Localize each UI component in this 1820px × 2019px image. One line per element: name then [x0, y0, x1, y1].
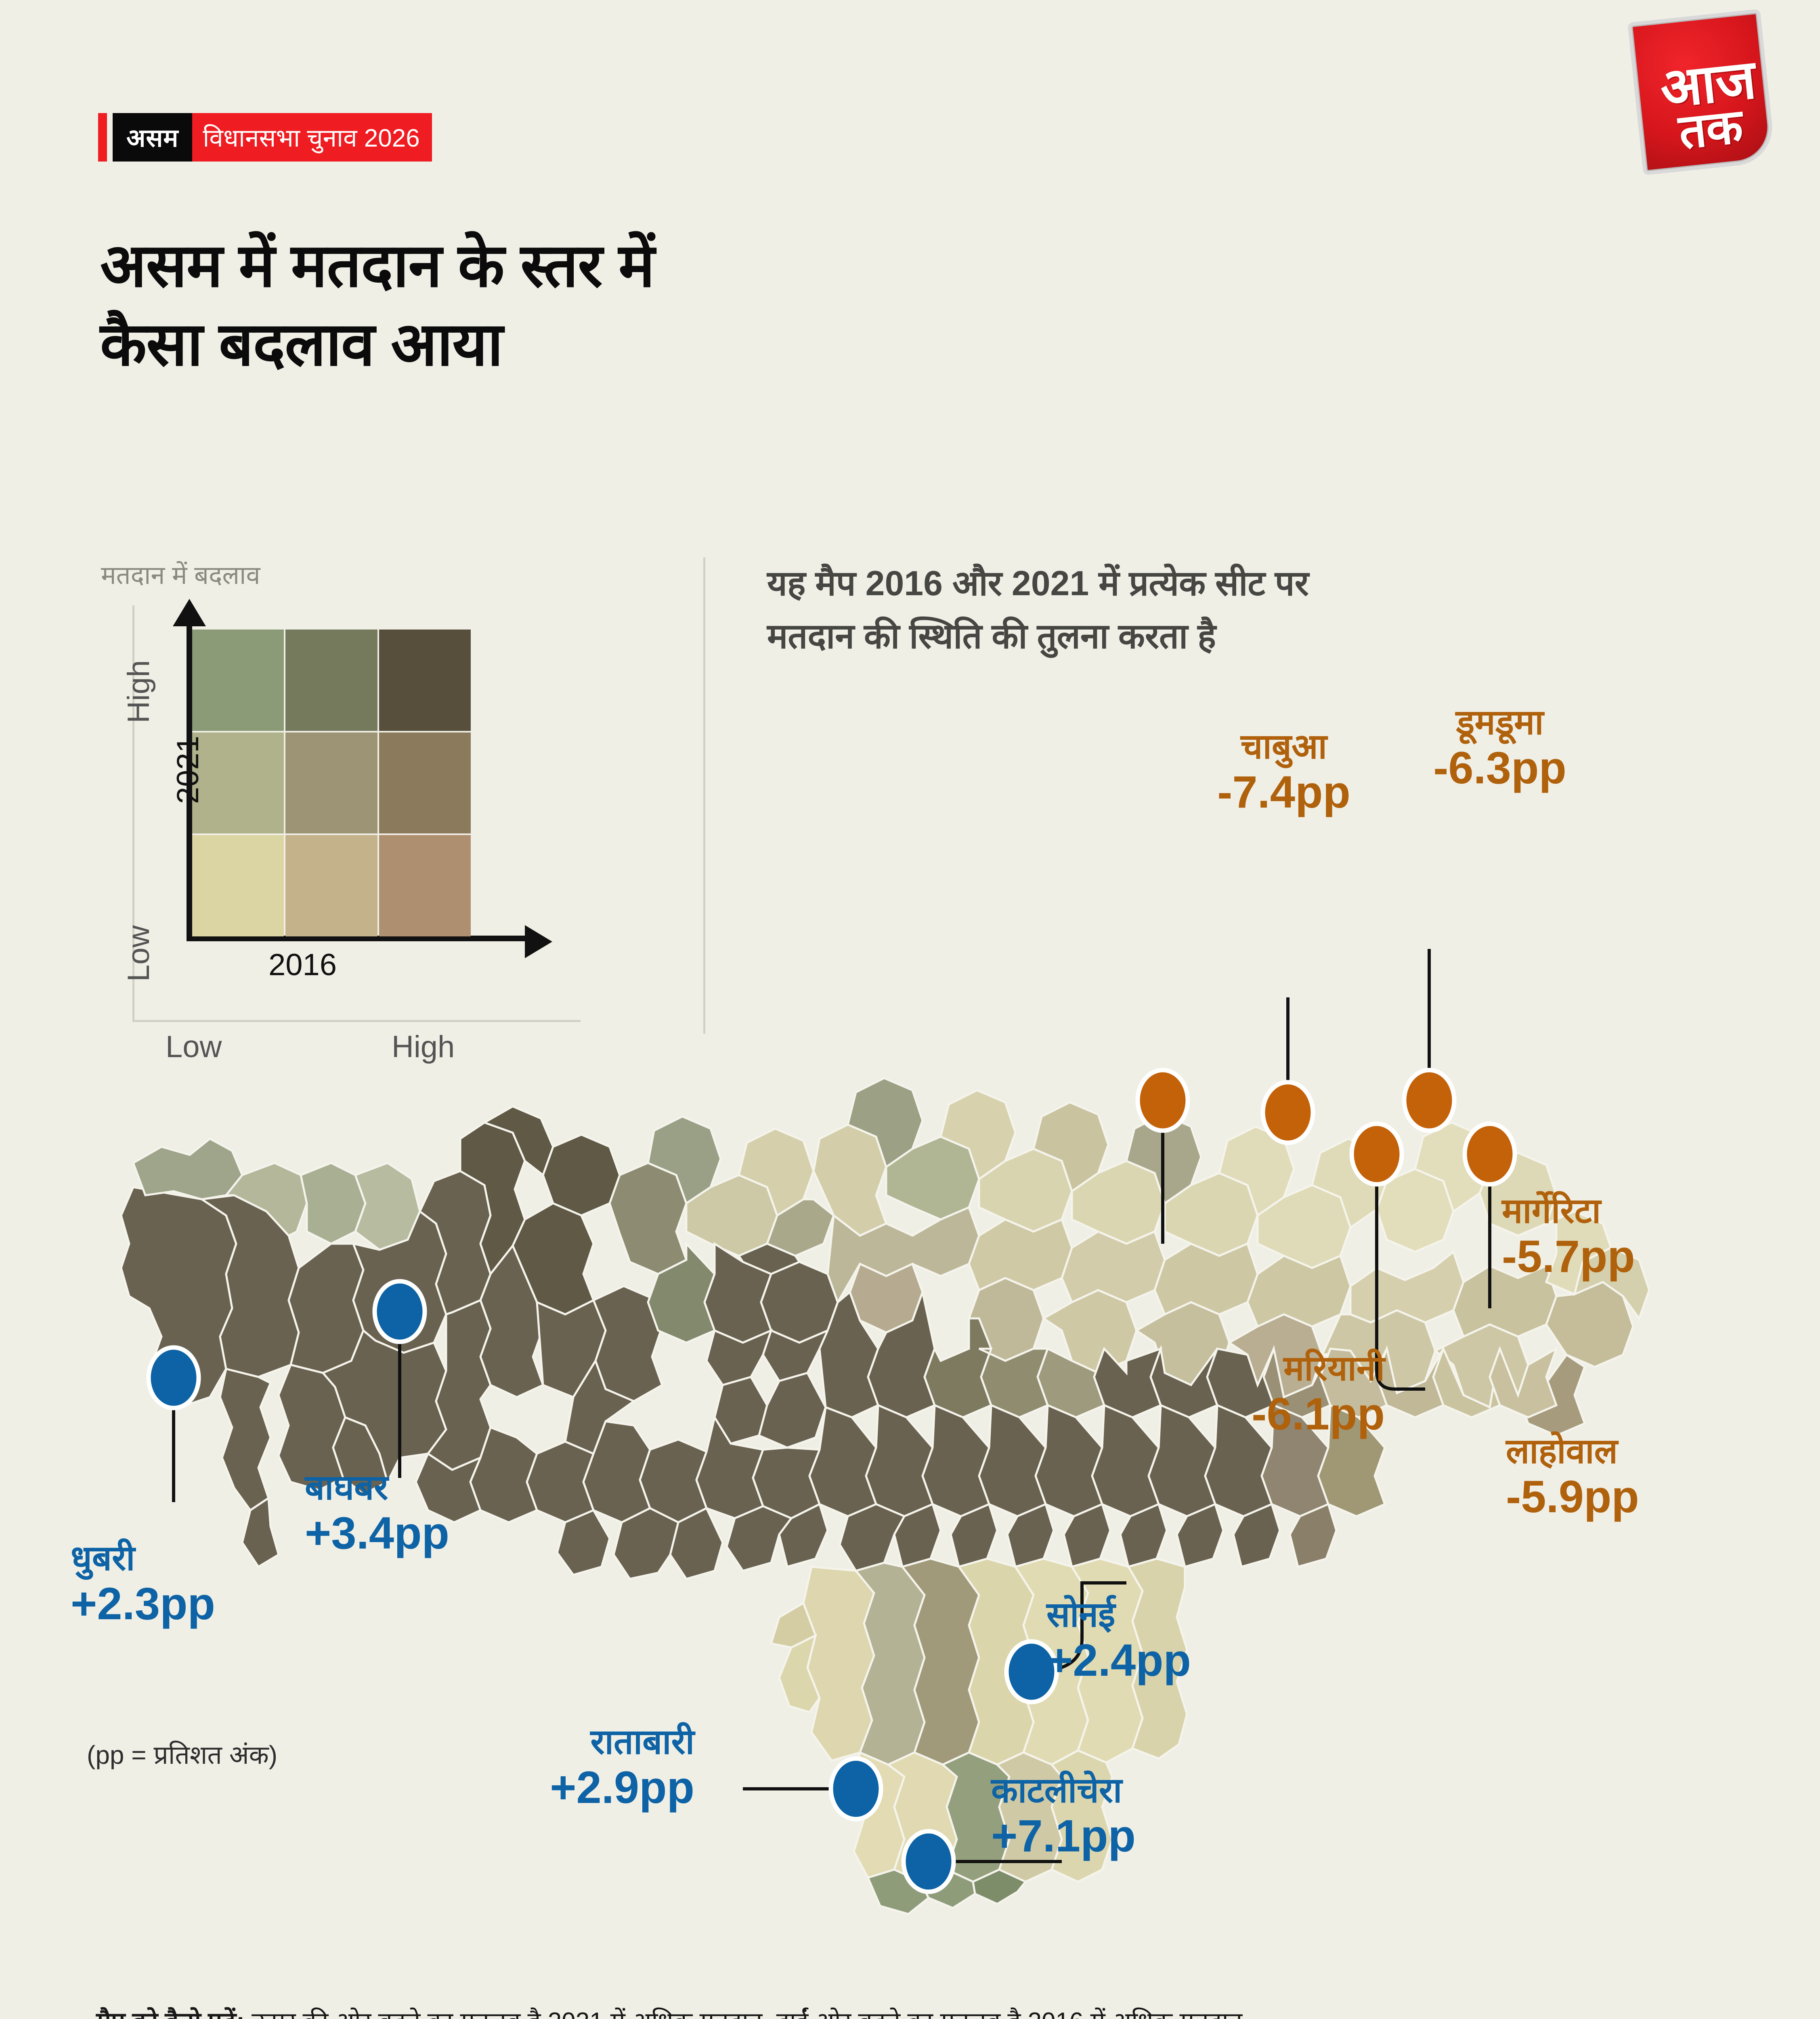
legend-guide-vertical — [132, 605, 134, 1021]
legend-title: मतदान में बदलाव — [101, 561, 260, 590]
callout-ratabari-name: राताबारी — [590, 1723, 694, 1761]
pp-note: (pp = प्रतिशत अंक) — [87, 1740, 278, 1769]
badge-red-tick — [98, 113, 107, 162]
page-title: असम में मतदान के स्तर में कैसा बदलाव आया — [100, 226, 655, 384]
marker-mariani — [1135, 1068, 1190, 1133]
page-title-line2: कैसा बदलाव आया — [100, 310, 503, 378]
marker-chabua — [1260, 1080, 1315, 1145]
callout-dhubri-name: धुबरी — [71, 1539, 135, 1578]
legend-y-axis-arrow-icon — [173, 599, 206, 626]
callout-baghbar-name: बाघबर — [305, 1468, 388, 1507]
legend-cell-r3c2 — [285, 630, 377, 731]
marker-dumduma — [1402, 1068, 1457, 1133]
callout-dhubri-value: +2.3pp — [71, 1578, 215, 1629]
assam-map-svg — [120, 949, 1650, 1915]
aaj-tak-logo-line2: तक — [1676, 99, 1745, 159]
map-markers — [146, 1068, 1517, 1894]
callout-dumduma-name: डूमडूमा — [1456, 703, 1544, 742]
legend-cell-r2c3 — [379, 732, 471, 834]
bivariate-legend: मतदान में बदलाव High 2021 Low 2016 Low H… — [101, 557, 626, 1066]
page-title-line1: असम में मतदान के स्तर में — [100, 231, 655, 299]
marker-sonai — [1004, 1639, 1059, 1704]
callout-margherita-name: मार्गेरिटा — [1502, 1192, 1601, 1230]
callout-chabua-name: चाबुआ — [1241, 727, 1327, 766]
callout-sonai-name: सोनई — [1046, 1595, 1115, 1634]
legend-y-axis — [187, 618, 192, 941]
footer-howto: मैप को कैसे पढ़ें: ऊपर की ओर बढ़ने का मत… — [96, 2003, 1428, 2019]
legend-cell-r2c2 — [285, 732, 377, 834]
marker-margherita — [1462, 1121, 1517, 1187]
callout-margherita-value: -5.7pp — [1502, 1231, 1635, 1282]
footer-howto-text: ऊपर की ओर बढ़ने का मतलब है 2021 में अधिक… — [245, 2008, 1249, 2019]
callout-katlicherra-name: काटलीचेरा — [991, 1771, 1122, 1810]
badge-event-label: विधानसभा चुनाव 2026 — [192, 113, 432, 162]
leader-line-lahowal — [1375, 1159, 1425, 1391]
callout-dumduma: डूमडूमा -6.3pp — [1407, 703, 1593, 794]
map-description: यह मैप 2016 और 2021 में प्रत्येक सीट पर … — [767, 564, 1309, 656]
callout-margherita: मार्गेरिटा -5.7pp — [1502, 1191, 1635, 1282]
footer: मैप को कैसे पढ़ें: ऊपर की ओर बढ़ने का मत… — [96, 2003, 1428, 2019]
legend-x-axis — [187, 936, 530, 941]
marker-lahowal — [1349, 1121, 1404, 1187]
legend-cell-r1c2 — [285, 835, 377, 936]
callout-mariani-name: मरियानी — [1283, 1349, 1385, 1388]
callout-baghbar-value: +3.4pp — [305, 1508, 449, 1559]
callout-lahowal: लाहोवाल -5.9pp — [1506, 1431, 1639, 1523]
callout-ratabari-value: +2.9pp — [550, 1762, 694, 1813]
callout-lahowal-value: -5.9pp — [1506, 1471, 1639, 1522]
callout-chabua-value: -7.4pp — [1217, 767, 1350, 818]
legend-y-high-label: High — [122, 660, 156, 723]
legend-cell-r1c3 — [379, 835, 471, 936]
legend-x-axis-label: 2016 — [268, 948, 337, 982]
legend-x-high-label: High — [392, 1030, 455, 1064]
legend-color-grid — [192, 630, 471, 936]
callout-sonai: सोनई +2.4pp — [1046, 1595, 1191, 1686]
legend-x-axis-arrow-icon — [525, 925, 552, 958]
callout-dhubri: धुबरी +2.3pp — [71, 1538, 215, 1630]
callout-mariani-value: -6.1pp — [1252, 1389, 1385, 1440]
callout-chabua: चाबुआ -7.4pp — [1199, 727, 1369, 818]
aaj-tak-logo: आज तक — [1627, 8, 1776, 176]
legend-cell-r2c1 — [192, 732, 284, 834]
legend-guide-horizontal — [132, 1020, 581, 1022]
callout-sonai-value: +2.4pp — [1046, 1635, 1191, 1686]
callout-mariani: मरियानी -6.1pp — [1038, 1349, 1385, 1440]
legend-plot: High 2021 Low 2016 Low High — [101, 599, 585, 1066]
assam-map — [0, 880, 1820, 1930]
callout-baghbar: बाघबर +3.4pp — [305, 1468, 449, 1559]
marker-baghbar — [372, 1279, 427, 1344]
footer-howto-label: मैप को कैसे पढ़ें: — [96, 2008, 245, 2019]
legend-cell-r3c3 — [379, 630, 471, 731]
marker-dhubri — [146, 1345, 201, 1410]
callout-katlicherra: काटलीचेरा +7.1pp — [991, 1771, 1136, 1862]
legend-cell-r1c1 — [192, 835, 284, 936]
callout-ratabari: राताबारी +2.9pp — [404, 1722, 694, 1813]
callout-dumduma-value: -6.3pp — [1433, 743, 1566, 793]
legend-y-axis-label: 2021 — [171, 735, 205, 804]
marker-ratabari — [828, 1756, 883, 1822]
callout-katlicherra-value: +7.1pp — [991, 1811, 1136, 1862]
header-badge: असम विधानसभा चुनाव 2026 — [98, 113, 432, 162]
legend-x-low-label: Low — [166, 1030, 222, 1064]
callout-lahowal-name: लाहोवाल — [1506, 1432, 1618, 1471]
badge-state-label: असम — [113, 113, 193, 162]
legend-description-divider — [703, 557, 705, 1034]
legend-cell-r3c1 — [192, 630, 284, 731]
marker-katlicherra — [901, 1829, 956, 1894]
